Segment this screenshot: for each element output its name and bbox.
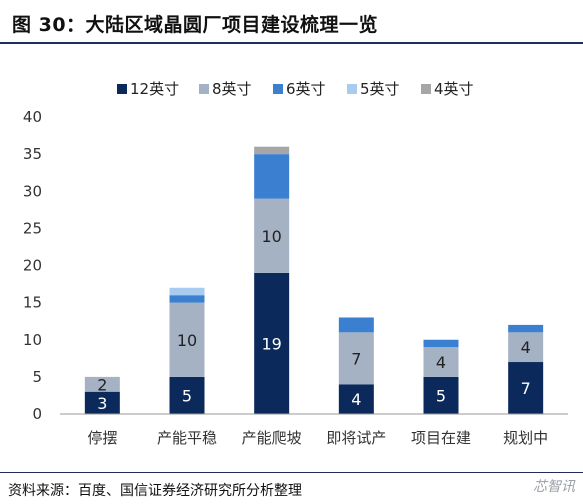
- data-label-0-3: 4: [351, 390, 361, 409]
- bar-segment-2-5: [508, 324, 544, 333]
- bar-stack-3: 47: [338, 317, 374, 414]
- data-label-0-2: 19: [261, 334, 281, 353]
- bar-segment-1-5: [508, 332, 544, 363]
- bar-segment-0-0: [84, 391, 120, 414]
- bar-stack-5: 74: [508, 324, 544, 414]
- title-divider: [0, 42, 583, 44]
- bar-segment-2-4: [423, 339, 459, 348]
- legend-swatch-2: [273, 84, 283, 94]
- y-tick-label-25: 25: [23, 219, 42, 237]
- legend-label-4: 4英寸: [434, 80, 474, 98]
- x-tick-label-2: 产能爬坡: [242, 429, 302, 447]
- y-tick-label-20: 20: [23, 257, 42, 275]
- bar-segment-0-1: [169, 376, 205, 414]
- bar-segment-0-3: [338, 384, 374, 414]
- data-label-1-2: 10: [261, 227, 281, 246]
- x-tick-label-1: 产能平稳: [157, 429, 217, 447]
- bar-stack-1: 5 10: [169, 287, 205, 414]
- chart-legend: 12英寸 8英寸 6英寸 5英寸 4英寸: [117, 80, 474, 98]
- source-note: 资料来源：百度、国信证券经济研究所分析整理: [8, 483, 302, 499]
- y-tick-label-30: 30: [23, 182, 42, 200]
- legend-label-1: 8英寸: [212, 80, 252, 98]
- y-tick-label-15: 15: [23, 294, 42, 312]
- legend-swatch-0: [117, 84, 127, 94]
- bar-segment-0-4: [423, 376, 459, 414]
- bar-segment-3-1: [169, 287, 205, 296]
- x-tick-label-0: 停摆: [87, 429, 117, 447]
- bar-segment-1-2: [254, 198, 290, 273]
- bar-segment-1-3: [338, 332, 374, 385]
- bar-segment-1-4: [423, 347, 459, 377]
- legend-swatch-4: [421, 84, 431, 94]
- data-label-1-1: 10: [177, 331, 197, 350]
- data-label-0-0: 3: [97, 394, 107, 413]
- bar-segment-0-2: [254, 272, 290, 414]
- data-label-1-5: 4: [521, 338, 531, 357]
- bar-stack-4: 54: [423, 339, 459, 414]
- data-label-0-5: 7: [521, 379, 531, 398]
- y-axis: 0 5 10 15 20 25 30 35 40: [23, 108, 42, 423]
- data-label-1-0: 2: [97, 375, 107, 394]
- y-tick-label-40: 40: [23, 108, 42, 126]
- y-tick-label-35: 35: [23, 145, 42, 163]
- y-tick-label-0: 0: [32, 405, 42, 423]
- data-label-1-4: 4: [436, 353, 446, 372]
- data-label-0-4: 5: [436, 386, 446, 405]
- bar-segment-2-3: [338, 317, 374, 333]
- y-tick-label-10: 10: [23, 331, 42, 349]
- watermark: 芯智讯: [533, 479, 575, 495]
- bar-segment-0-5: [508, 362, 544, 414]
- bar-segment-1-0: [84, 376, 120, 392]
- legend-label-0: 12英寸: [130, 80, 179, 98]
- bar-segment-2-2: [254, 154, 290, 199]
- y-tick-label-5: 5: [32, 368, 42, 386]
- legend-label-3: 5英寸: [360, 80, 400, 98]
- source-divider: [0, 472, 583, 473]
- bar-segment-1-1: [169, 302, 205, 377]
- data-label-0-1: 5: [182, 386, 192, 405]
- legend-label-2: 6英寸: [286, 80, 326, 98]
- figure-title: 图 30：大陆区域晶圆厂项目建设梳理一览: [12, 14, 379, 36]
- x-axis: 停摆 产能平稳 产能爬坡 即将试产 项目在建 规划中: [60, 413, 568, 447]
- x-tick-label-5: 规划中: [503, 429, 548, 447]
- x-tick-label-3: 即将试产: [326, 429, 386, 447]
- legend-swatch-1: [199, 84, 209, 94]
- legend-swatch-3: [347, 84, 357, 94]
- bar-segment-2-1: [169, 295, 205, 303]
- bar-segment-4-2: [254, 146, 290, 155]
- x-tick-label-4: 项目在建: [411, 429, 471, 447]
- data-label-1-3: 7: [351, 349, 361, 368]
- bar-stack-0: 32: [84, 375, 120, 414]
